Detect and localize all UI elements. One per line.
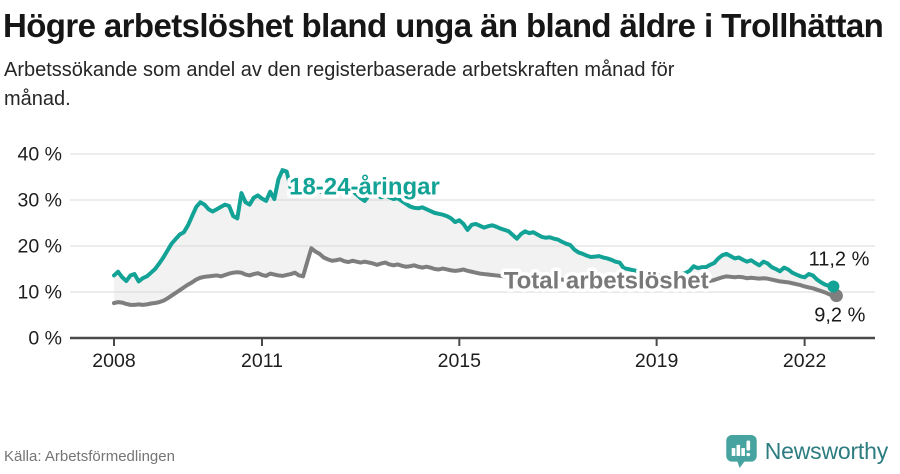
x-tick-label: 2011 (241, 350, 283, 371)
series-label-0: 18-24-åringar (289, 174, 440, 201)
young-end-value-label: 11,2 % (809, 249, 870, 271)
chart-subtitle: Arbetssökande som andel av den registerb… (4, 59, 675, 111)
newsworthy-wordmark: Newsworthy (764, 438, 888, 464)
unemployment-line-chart: 2008 2011 2015 2019 2022 0 % 10 % 20 % 30 % 40 % 1… (18, 144, 875, 371)
chart-header: Högre arbetslöshet bland unga än bland ä… (0, 0, 900, 114)
young-end-dot (827, 280, 840, 293)
y-tick-label: 20 % (18, 236, 62, 258)
total-line (112, 246, 836, 308)
footer: Källa: Arbetsförmedlingen Newsworthy (0, 435, 900, 468)
x-tick-label: 2022 (783, 350, 826, 371)
chart-area: 2008 2011 2015 2019 2022 0 % 10 % 20 % 30 % 40 % 1… (0, 119, 900, 371)
y-tick-label: 0 % (28, 328, 62, 350)
band-fill (114, 170, 834, 306)
total-end-value-label: 9,2 % (814, 305, 865, 327)
x-tick-label: 2008 (92, 350, 135, 371)
y-tick-label: 10 % (18, 282, 62, 304)
x-tick-label: 2015 (438, 350, 482, 371)
y-tick-label: 30 % (18, 190, 62, 212)
young-line (112, 168, 836, 289)
source-note: Källa: Arbetsförmedlingen (4, 448, 175, 465)
newsworthy-brand: Newsworthy (726, 435, 888, 468)
y-tick-label: 40 % (18, 144, 62, 166)
series-label-1: Total arbetslöshet (504, 268, 709, 295)
x-tick-label: 2019 (635, 350, 678, 371)
bar-chart-speech-bubble-icon (726, 435, 757, 468)
chart-title: Högre arbetslöshet bland unga än bland ä… (3, 7, 884, 44)
